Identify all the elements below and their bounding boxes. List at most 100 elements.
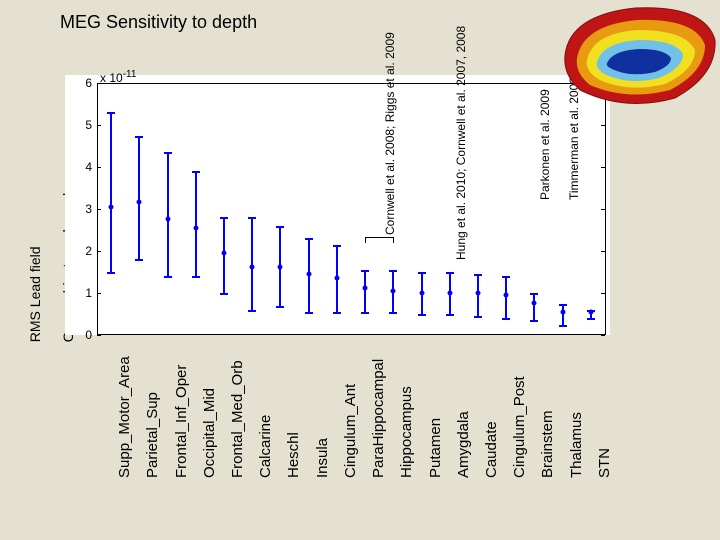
ytick bbox=[601, 251, 605, 252]
data-point bbox=[306, 271, 311, 276]
ytick bbox=[97, 251, 101, 252]
ylabel-line1: RMS Lead field bbox=[27, 247, 43, 343]
error-cap bbox=[220, 293, 228, 295]
x-category-label: Frontal_Inf_Oper bbox=[173, 365, 190, 478]
error-cap bbox=[333, 312, 341, 314]
error-bar bbox=[223, 217, 225, 293]
error-bar bbox=[533, 293, 535, 320]
error-bar bbox=[251, 217, 253, 309]
x-category-label: Parietal_Sup bbox=[144, 392, 161, 478]
error-cap bbox=[530, 320, 538, 322]
data-point bbox=[222, 250, 227, 255]
chart-title: MEG Sensitivity to depth bbox=[60, 12, 257, 33]
ytick bbox=[97, 335, 101, 336]
x-category-label: Cingulum_Ant bbox=[342, 384, 359, 478]
error-cap bbox=[305, 238, 313, 240]
ytick bbox=[601, 293, 605, 294]
error-bar bbox=[562, 304, 564, 325]
x-category-label: Brainstem bbox=[539, 410, 556, 478]
ytick-label: 0 bbox=[85, 328, 92, 342]
data-point bbox=[193, 225, 198, 230]
error-cap bbox=[135, 136, 143, 138]
error-cap bbox=[559, 325, 567, 327]
error-cap bbox=[389, 270, 397, 272]
error-cap bbox=[559, 304, 567, 306]
chart-panel: x 10-11 0123456 bbox=[65, 75, 610, 335]
data-point bbox=[165, 217, 170, 222]
ytick-label: 2 bbox=[85, 244, 92, 258]
data-point bbox=[391, 288, 396, 293]
ytick bbox=[601, 209, 605, 210]
data-point bbox=[476, 290, 481, 295]
error-cap bbox=[192, 276, 200, 278]
data-point bbox=[250, 265, 255, 270]
data-point bbox=[278, 265, 283, 270]
data-point bbox=[532, 301, 537, 306]
citation-label: Parkonen et al. 2009 bbox=[538, 89, 552, 200]
x-category-label: Putamen bbox=[427, 418, 444, 478]
x-category-label: Thalamus bbox=[568, 412, 585, 478]
error-cap bbox=[361, 270, 369, 272]
error-cap bbox=[418, 272, 426, 274]
bracket bbox=[393, 237, 394, 243]
x-category-label: Heschl bbox=[285, 432, 302, 478]
exponent-label: x 10-11 bbox=[100, 69, 136, 85]
ytick bbox=[601, 335, 605, 336]
error-cap bbox=[276, 306, 284, 308]
error-cap bbox=[530, 293, 538, 295]
error-cap bbox=[333, 245, 341, 247]
error-bar bbox=[477, 274, 479, 316]
data-point bbox=[504, 292, 509, 297]
data-point bbox=[588, 309, 593, 314]
ytick-label: 3 bbox=[85, 202, 92, 216]
error-bar bbox=[167, 152, 169, 276]
data-point bbox=[419, 290, 424, 295]
ytick-label: 4 bbox=[85, 160, 92, 174]
x-category-label: Hippocampus bbox=[398, 386, 415, 478]
exp-base: x 10 bbox=[100, 71, 123, 85]
exp-sup: -11 bbox=[123, 69, 137, 80]
data-point bbox=[363, 286, 368, 291]
data-point bbox=[109, 204, 114, 209]
ytick bbox=[97, 293, 101, 294]
ytick-label: 1 bbox=[85, 286, 92, 300]
error-bar bbox=[110, 112, 112, 272]
bracket bbox=[365, 237, 393, 238]
axis-top bbox=[97, 83, 605, 84]
x-category-label: STN bbox=[596, 448, 613, 478]
data-point bbox=[560, 309, 565, 314]
error-cap bbox=[446, 272, 454, 274]
x-category-label: ParaHippocampal bbox=[370, 359, 387, 478]
x-category-label: Frontal_Med_Orb bbox=[229, 360, 246, 478]
x-category-label: Calcarine bbox=[257, 415, 274, 478]
error-cap bbox=[474, 274, 482, 276]
ytick bbox=[97, 167, 101, 168]
data-point bbox=[137, 200, 142, 205]
error-cap bbox=[276, 226, 284, 228]
error-cap bbox=[502, 276, 510, 278]
ytick bbox=[601, 125, 605, 126]
error-cap bbox=[107, 112, 115, 114]
error-cap bbox=[135, 259, 143, 261]
error-cap bbox=[418, 314, 426, 316]
ytick bbox=[601, 167, 605, 168]
ytick bbox=[97, 125, 101, 126]
bracket bbox=[365, 237, 366, 243]
x-category-label: Supp_Motor_Area bbox=[116, 356, 133, 478]
citation-label: Hung et al. 2010; Cornwell et al. 2007, … bbox=[454, 26, 468, 260]
error-cap bbox=[248, 217, 256, 219]
error-cap bbox=[587, 318, 595, 320]
axis-right bbox=[605, 83, 606, 335]
error-cap bbox=[446, 314, 454, 316]
error-cap bbox=[305, 312, 313, 314]
citation-label: Cornwell et al. 2008; Riggs et al. 2009 bbox=[383, 32, 397, 235]
x-category-label: Cingulum_Post bbox=[511, 376, 528, 478]
error-bar bbox=[505, 276, 507, 318]
error-cap bbox=[164, 152, 172, 154]
x-category-label: Occipital_Mid bbox=[201, 388, 218, 478]
error-cap bbox=[192, 171, 200, 173]
error-cap bbox=[220, 217, 228, 219]
x-category-label: Caudate bbox=[483, 421, 500, 478]
error-cap bbox=[164, 276, 172, 278]
ytick bbox=[97, 83, 101, 84]
